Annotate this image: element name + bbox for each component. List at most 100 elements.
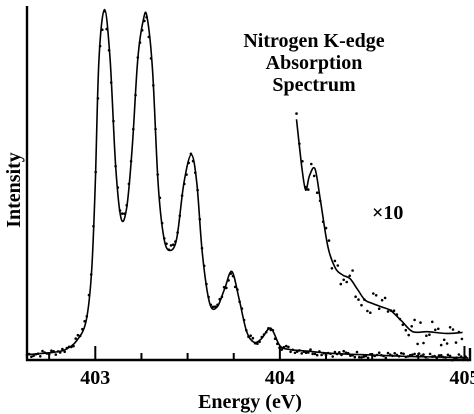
series-1-point bbox=[407, 333, 411, 337]
series-1-point bbox=[389, 309, 393, 312]
series-0-point bbox=[74, 337, 77, 340]
series-0-point bbox=[344, 351, 348, 355]
series-0-point bbox=[313, 352, 317, 356]
series-0-point bbox=[36, 352, 40, 356]
series-0-point bbox=[307, 351, 310, 354]
series-0-point bbox=[240, 307, 244, 310]
series-0-point bbox=[127, 182, 131, 186]
series-0-point bbox=[211, 305, 215, 309]
series-1-point bbox=[318, 199, 322, 203]
series-0-point bbox=[300, 352, 304, 355]
series-0-point bbox=[377, 351, 381, 355]
series-0-point bbox=[353, 355, 357, 359]
series-1-point bbox=[457, 330, 461, 334]
series-0-point bbox=[315, 353, 319, 357]
series-0-point bbox=[273, 337, 277, 341]
series-0-point bbox=[245, 329, 248, 332]
series-0-point bbox=[391, 354, 394, 358]
series-0-point bbox=[160, 221, 164, 225]
series-0-point bbox=[180, 194, 184, 197]
series-1-point bbox=[304, 185, 307, 189]
series-1-point bbox=[360, 303, 363, 307]
x-tick-label: 403 bbox=[80, 367, 110, 389]
series-1-point bbox=[333, 259, 337, 263]
series-1-line bbox=[295, 119, 463, 335]
series-0-point bbox=[371, 354, 374, 357]
x-tick-label: 404 bbox=[265, 367, 295, 389]
series-0-point bbox=[92, 224, 95, 228]
series-1-point bbox=[398, 317, 402, 321]
series-0-point bbox=[167, 248, 171, 251]
series-0-point bbox=[96, 97, 100, 100]
series-0-point bbox=[298, 349, 301, 352]
series-1-point bbox=[315, 191, 319, 194]
series-0-point bbox=[262, 333, 266, 336]
series-0-point bbox=[103, 9, 106, 13]
series-0-point bbox=[280, 348, 284, 351]
series-0-point bbox=[360, 356, 363, 359]
series-1-point bbox=[377, 307, 381, 311]
series-0-point bbox=[448, 354, 452, 358]
series-0-point bbox=[415, 355, 419, 358]
chart-title-line-1: Nitrogen K-edge bbox=[243, 30, 384, 52]
series-1-point bbox=[295, 112, 298, 115]
series-0-point bbox=[149, 57, 153, 60]
series-0-point bbox=[107, 49, 111, 52]
series-0-point bbox=[185, 173, 188, 176]
series-0-point bbox=[236, 288, 239, 291]
series-0-point bbox=[154, 127, 157, 131]
series-0-point bbox=[320, 353, 323, 357]
series-0-point bbox=[227, 279, 230, 282]
series-0-point bbox=[446, 353, 450, 357]
series-0-point bbox=[284, 344, 288, 348]
series-0-point bbox=[123, 212, 126, 215]
series-0-point bbox=[70, 345, 73, 349]
series-0-point bbox=[417, 352, 421, 355]
series-0-point bbox=[202, 264, 206, 268]
series-0-point bbox=[112, 119, 115, 123]
series-0-point bbox=[200, 246, 204, 250]
series-0-point bbox=[397, 355, 401, 358]
series-0-point bbox=[293, 351, 297, 355]
series-1-point bbox=[351, 269, 354, 272]
series-1-point bbox=[460, 337, 464, 341]
series-0-point bbox=[229, 272, 233, 275]
series-1-point bbox=[374, 294, 378, 297]
series-1-point bbox=[310, 162, 313, 166]
series-0-point bbox=[41, 349, 44, 353]
series-0-point bbox=[247, 335, 250, 339]
series-0-point bbox=[171, 243, 175, 246]
series-0-point bbox=[242, 318, 246, 322]
series-1-point bbox=[357, 298, 360, 301]
series-1-point bbox=[312, 174, 316, 178]
series-0-point bbox=[442, 355, 445, 359]
series-1-point bbox=[428, 333, 431, 337]
series-0-point bbox=[194, 171, 197, 174]
series-0-point bbox=[32, 354, 35, 358]
series-0-point bbox=[400, 351, 403, 355]
series-1-point bbox=[327, 239, 331, 242]
series-0-point bbox=[271, 329, 275, 332]
series-1-point bbox=[445, 342, 449, 345]
series-1-point bbox=[307, 188, 310, 191]
series-0-point bbox=[61, 347, 64, 351]
series-0-point bbox=[156, 173, 159, 176]
series-0-point bbox=[87, 293, 91, 297]
series-0-point bbox=[174, 240, 177, 243]
series-0-point bbox=[176, 231, 179, 234]
series-0-point bbox=[413, 352, 416, 356]
series-0-point bbox=[158, 196, 162, 200]
series-0-point bbox=[386, 351, 390, 355]
series-1-point bbox=[392, 309, 396, 313]
series-0-point bbox=[464, 355, 467, 359]
series-1-point bbox=[366, 309, 369, 313]
series-1-point bbox=[342, 278, 346, 282]
series-0-point bbox=[30, 355, 33, 359]
series-0-point bbox=[63, 350, 66, 354]
series-1-point bbox=[348, 274, 352, 278]
series-0-point bbox=[349, 354, 352, 358]
series-0-point bbox=[147, 35, 151, 39]
series-0-point bbox=[375, 353, 379, 357]
series-0-point bbox=[191, 159, 195, 163]
